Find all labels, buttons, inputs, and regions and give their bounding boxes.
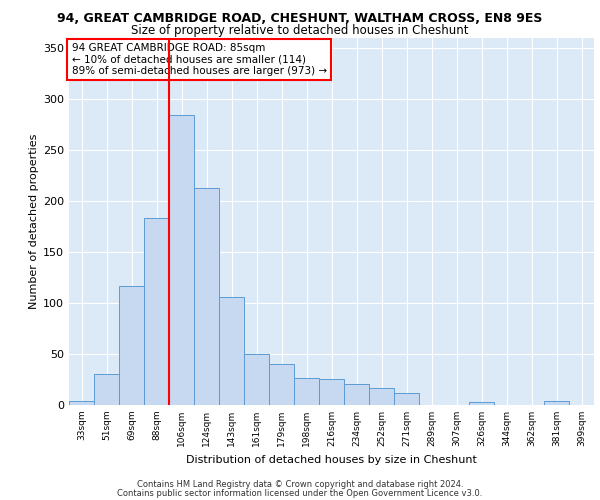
Text: Contains HM Land Registry data © Crown copyright and database right 2024.: Contains HM Land Registry data © Crown c…: [137, 480, 463, 489]
Bar: [269, 364, 294, 405]
Bar: [119, 286, 144, 405]
Bar: [69, 401, 94, 405]
Bar: [369, 388, 394, 405]
Bar: [319, 380, 344, 405]
Bar: [469, 402, 494, 405]
Bar: [169, 115, 194, 405]
Y-axis label: Number of detached properties: Number of detached properties: [29, 134, 39, 309]
Bar: [394, 393, 419, 405]
X-axis label: Distribution of detached houses by size in Cheshunt: Distribution of detached houses by size …: [186, 454, 477, 464]
Bar: [94, 374, 119, 405]
Text: 94 GREAT CAMBRIDGE ROAD: 85sqm
← 10% of detached houses are smaller (114)
89% of: 94 GREAT CAMBRIDGE ROAD: 85sqm ← 10% of …: [71, 43, 327, 76]
Bar: [544, 401, 569, 405]
Text: Size of property relative to detached houses in Cheshunt: Size of property relative to detached ho…: [131, 24, 469, 37]
Bar: [344, 384, 369, 405]
Bar: [294, 378, 319, 405]
Bar: [144, 218, 169, 405]
Bar: [244, 354, 269, 405]
Bar: [194, 188, 219, 405]
Bar: [219, 297, 244, 405]
Text: 94, GREAT CAMBRIDGE ROAD, CHESHUNT, WALTHAM CROSS, EN8 9ES: 94, GREAT CAMBRIDGE ROAD, CHESHUNT, WALT…: [58, 12, 542, 26]
Text: Contains public sector information licensed under the Open Government Licence v3: Contains public sector information licen…: [118, 488, 482, 498]
